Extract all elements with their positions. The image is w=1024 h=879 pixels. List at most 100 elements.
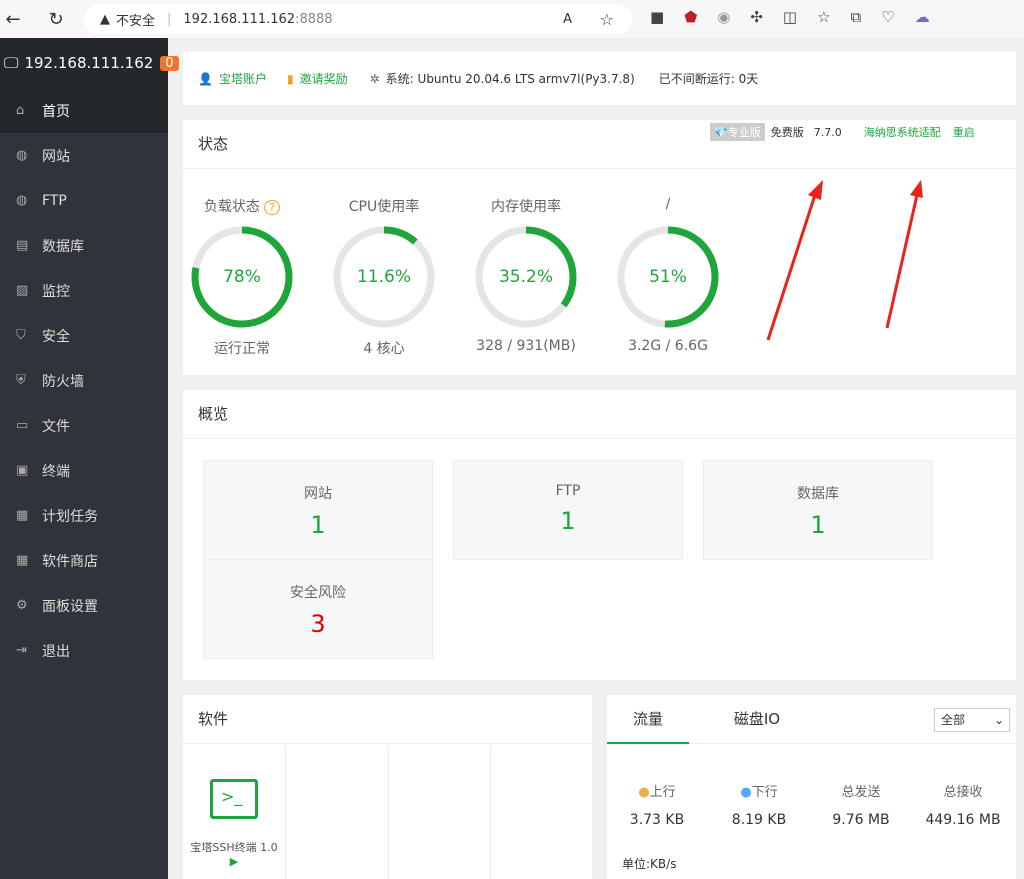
- stat-value: 3.73 KB: [629, 812, 685, 828]
- ftp-icon: ◍: [16, 193, 28, 208]
- stat-label: 下行: [751, 785, 778, 800]
- server-host: 192.168.111.162: [24, 54, 154, 72]
- gauge-label: 内存使用率: [491, 199, 561, 215]
- traffic-stat: 总接收 449.16 MB: [913, 781, 1013, 828]
- circle-icon[interactable]: ◉: [717, 8, 731, 26]
- gauge-ring: [191, 226, 293, 328]
- sidebar-item[interactable]: ◍ 网站: [0, 133, 168, 178]
- invite-link[interactable]: 邀请奖励: [299, 72, 348, 86]
- gauge-fill: [333, 226, 435, 328]
- overview-card[interactable]: FTP 1: [453, 460, 683, 560]
- software-item[interactable]: >_ 宝塔SSH终端 1.0 ▶: [183, 745, 286, 879]
- url-host: 192.168.111.162: [183, 11, 296, 27]
- gauge-label: 负载状态: [203, 199, 260, 215]
- sidebar-item-label: 退出: [42, 643, 70, 660]
- sidebar-item-label: 文件: [42, 418, 70, 435]
- sidebar-item-label: 网站: [42, 148, 70, 165]
- info-bar: 👤 宝塔账户 ▮ 邀请奖励 ✲ 系统: Ubuntu 20.04.6 LTS a…: [183, 52, 1016, 105]
- health-icon[interactable]: ♡: [881, 8, 895, 26]
- notification-badge[interactable]: 0: [160, 55, 179, 71]
- split-icon[interactable]: ◫: [782, 8, 798, 26]
- stat-label: 上行: [649, 785, 676, 800]
- play-icon[interactable]: ▶: [229, 855, 239, 868]
- sidebar-item-label: 安全: [42, 328, 70, 345]
- annotation-arrows: [766, 180, 923, 341]
- card-value: 3: [310, 610, 326, 638]
- gauge[interactable]: 内存使用率 35.2% 328 / 931(MB): [471, 196, 581, 354]
- gauge-ring: [333, 226, 435, 328]
- card-value: 1: [310, 511, 326, 539]
- status-title: 状态: [183, 120, 1016, 169]
- gauge[interactable]: 负载状态 ? 78% 运行正常: [187, 196, 297, 358]
- stat-value: 449.16 MB: [925, 812, 1001, 828]
- tab-traffic[interactable]: 流量: [607, 695, 689, 744]
- sidebar-item[interactable]: ⇥ 退出: [0, 628, 168, 673]
- gauge[interactable]: / 51% 3.2G / 6.6G: [613, 196, 723, 354]
- sidebar-item[interactable]: ⛨ 防火墙: [0, 358, 168, 403]
- browser-toolbar: ← ↻ ▲ 不安全 | 192.168.111.162:8888 A ☆ ■ ⬟ ◉…: [0, 0, 1024, 38]
- uptime: 已不间断运行: 0天: [658, 72, 759, 86]
- sidebar-item-label: 监控: [42, 283, 70, 300]
- diamond-icon: 💎: [714, 126, 728, 139]
- reload-icon[interactable]: ↻: [48, 8, 64, 30]
- software-label: 宝塔SSH终端 1.0: [190, 841, 278, 854]
- address-bar[interactable]: ▲ 不安全 | 192.168.111.162:8888 A ☆: [84, 4, 632, 34]
- sidebar-item-label: 数据库: [42, 238, 84, 255]
- ublock-icon[interactable]: ⬟: [684, 8, 698, 26]
- sidebar-item[interactable]: ▦ 计划任务: [0, 493, 168, 538]
- home-icon: ⌂: [16, 103, 25, 118]
- sidebar-header: 🖵 192.168.111.162 0: [0, 38, 179, 88]
- back-icon[interactable]: ←: [5, 8, 21, 30]
- interface-select[interactable]: 全部 ⌄: [934, 708, 1010, 732]
- warning-icon: ▲: [100, 11, 110, 27]
- card-label: FTP: [555, 483, 581, 499]
- pro-badge[interactable]: 💎专业版: [710, 123, 765, 141]
- sidebar-item[interactable]: ▣ 终端: [0, 448, 168, 493]
- sidebar-item[interactable]: ▨ 监控: [0, 268, 168, 313]
- traffic-stat: 总发送 9.76 MB: [811, 781, 911, 828]
- extension-icon[interactable]: ■: [650, 8, 665, 26]
- puzzle-icon[interactable]: ✣: [750, 8, 763, 26]
- url-port: :8888: [295, 11, 333, 27]
- system-label: 系统:: [385, 72, 414, 86]
- help-icon[interactable]: ?: [264, 200, 281, 215]
- gauge-ring: [475, 226, 577, 328]
- cloud-icon[interactable]: ☁: [914, 8, 930, 26]
- traffic-panel: 流量 磁盘IO 全部 ⌄ ●上行 3.73 KB ●下行 8.19 KB 总发送 9.76 …: [607, 695, 1016, 879]
- sidebar-item[interactable]: ▦ 软件商店: [0, 538, 168, 583]
- favorites-icon[interactable]: ☆: [817, 8, 831, 26]
- overview-card[interactable]: 数据库 1: [703, 460, 933, 560]
- card-label: 网站: [304, 486, 332, 502]
- red-arrow: [885, 194, 919, 329]
- tab-disk-io[interactable]: 磁盘IO: [733, 710, 781, 728]
- collections-icon[interactable]: ⧉: [850, 8, 862, 26]
- stat-label: 总接收: [943, 785, 983, 800]
- sidebar-item[interactable]: ▭ 文件: [0, 403, 168, 448]
- gauge-label: CPU使用率: [348, 199, 420, 215]
- sidebar-item[interactable]: ⛉ 安全: [0, 313, 168, 358]
- star-icon[interactable]: ☆: [599, 9, 614, 29]
- gauge[interactable]: CPU使用率 11.6% 4 核心: [329, 196, 439, 358]
- sidebar-item[interactable]: ▤ 数据库: [0, 223, 168, 268]
- folder-icon: ▭: [16, 418, 29, 433]
- sidebar-item[interactable]: ⚙ 面板设置: [0, 583, 168, 628]
- overview-card[interactable]: 网站 1: [203, 460, 433, 560]
- restart-link[interactable]: 重启: [952, 126, 975, 139]
- terminal-icon: ▣: [16, 463, 29, 478]
- card-value: 1: [810, 511, 826, 539]
- adapt-link[interactable]: 海纳思系统适配: [863, 126, 941, 139]
- logout-icon: ⇥: [16, 643, 27, 658]
- sidebar-item-label: 面板设置: [42, 598, 98, 615]
- user-icon: 👤: [198, 71, 213, 86]
- gauge-label: /: [665, 196, 671, 212]
- select-value: 全部: [941, 713, 966, 727]
- sidebar-item[interactable]: ◍ FTP: [0, 178, 168, 223]
- stat-value: 9.76 MB: [832, 812, 890, 828]
- account-link[interactable]: 宝塔账户: [218, 72, 267, 86]
- sidebar-item-label: 首页: [42, 103, 70, 120]
- stat-value: 8.19 KB: [731, 812, 787, 828]
- overview-card[interactable]: 安全风险 3: [203, 559, 433, 659]
- sidebar-item[interactable]: ⌂ 首页: [0, 88, 168, 133]
- unit-label: 单位:KB/s: [622, 857, 677, 871]
- read-aloud-icon[interactable]: A: [563, 11, 572, 27]
